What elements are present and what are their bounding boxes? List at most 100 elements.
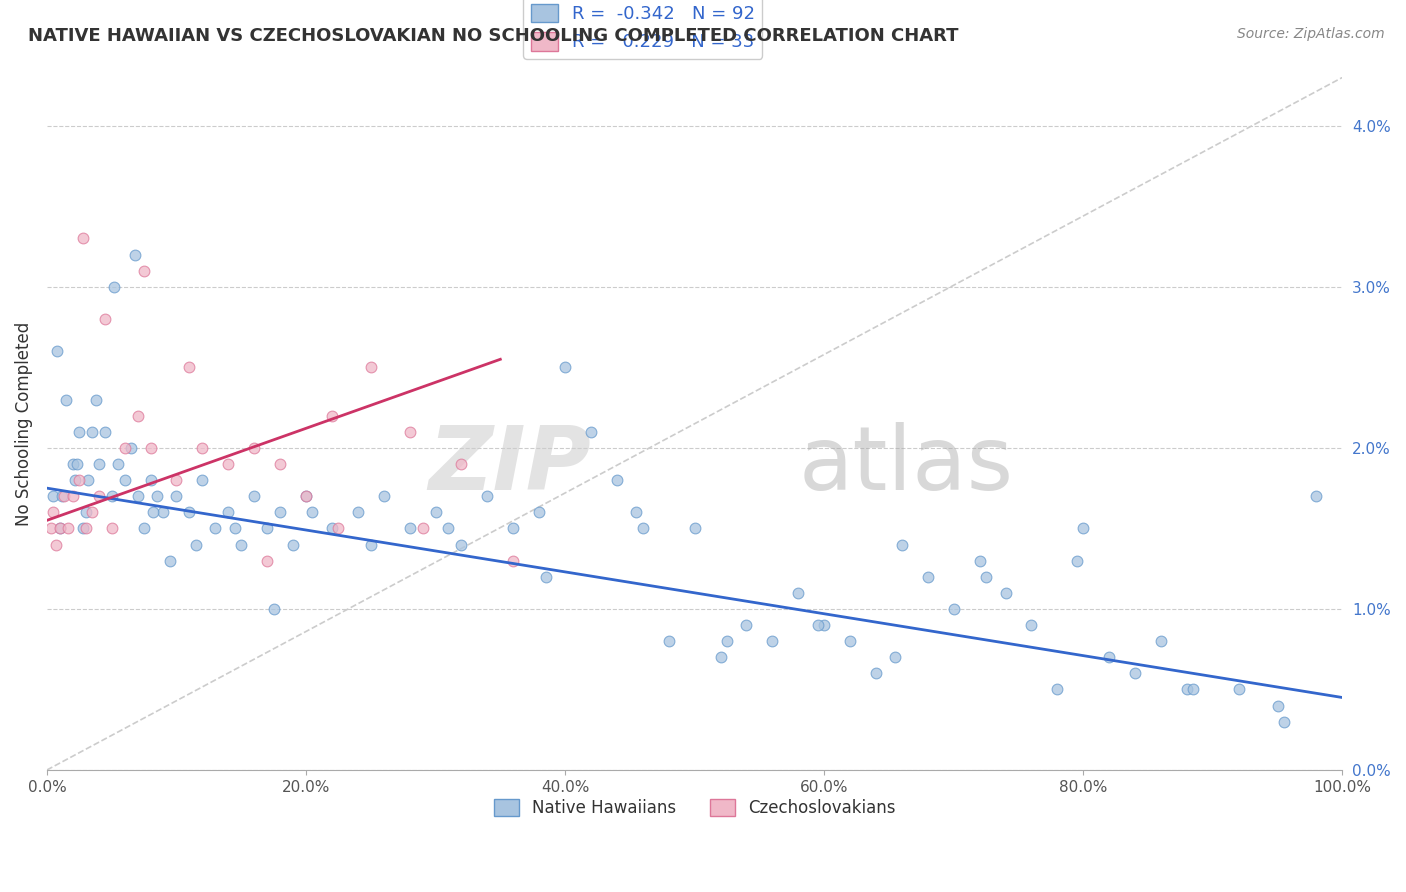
Point — [256, 553, 278, 567]
Point — [269, 505, 291, 519]
Point — [360, 360, 382, 375]
Point — [631, 521, 654, 535]
Point — [807, 618, 830, 632]
Point — [281, 537, 304, 551]
Point — [263, 602, 285, 616]
Point — [72, 231, 94, 245]
Point — [1272, 714, 1295, 729]
Point — [217, 505, 239, 519]
Point — [75, 521, 97, 535]
Point — [1305, 489, 1327, 503]
Point — [72, 521, 94, 535]
Point — [49, 521, 72, 535]
Point — [994, 586, 1017, 600]
Point — [114, 441, 136, 455]
Point — [45, 537, 67, 551]
Text: NATIVE HAWAIIAN VS CZECHOSLOVAKIAN NO SCHOOLING COMPLETED CORRELATION CHART: NATIVE HAWAIIAN VS CZECHOSLOVAKIAN NO SC… — [28, 27, 959, 45]
Point — [346, 505, 368, 519]
Point — [217, 457, 239, 471]
Point — [231, 537, 253, 551]
Point — [103, 280, 125, 294]
Point — [67, 473, 90, 487]
Point — [56, 521, 79, 535]
Point — [62, 457, 84, 471]
Point — [865, 666, 887, 681]
Point — [243, 489, 266, 503]
Point — [787, 586, 810, 600]
Point — [813, 618, 835, 632]
Point — [1182, 682, 1205, 697]
Point — [658, 634, 681, 648]
Point — [974, 570, 997, 584]
Point — [75, 505, 97, 519]
Point — [142, 505, 165, 519]
Point — [114, 473, 136, 487]
Point — [1150, 634, 1173, 648]
Point — [360, 537, 382, 551]
Text: Source: ZipAtlas.com: Source: ZipAtlas.com — [1237, 27, 1385, 41]
Point — [502, 521, 524, 535]
Point — [107, 457, 129, 471]
Point — [132, 521, 155, 535]
Point — [82, 505, 104, 519]
Point — [269, 457, 291, 471]
Point — [716, 634, 738, 648]
Point — [39, 521, 62, 535]
Point — [243, 441, 266, 455]
Point — [301, 505, 323, 519]
Point — [321, 409, 343, 423]
Point — [184, 537, 207, 551]
Point — [373, 489, 395, 503]
Point — [328, 521, 350, 535]
Point — [969, 553, 991, 567]
Point — [450, 537, 472, 551]
Point — [139, 473, 162, 487]
Point — [94, 312, 117, 326]
Point — [165, 473, 187, 487]
Point — [62, 489, 84, 503]
Point — [735, 618, 758, 632]
Point — [191, 441, 214, 455]
Point — [502, 553, 524, 567]
Point — [179, 360, 201, 375]
Point — [1098, 650, 1121, 665]
Point — [191, 473, 214, 487]
Point — [527, 505, 550, 519]
Point — [146, 489, 169, 503]
Point — [1123, 666, 1146, 681]
Point — [67, 425, 90, 439]
Point — [84, 392, 107, 407]
Point — [87, 489, 110, 503]
Text: atlas: atlas — [799, 422, 1014, 508]
Point — [1066, 553, 1088, 567]
Point — [917, 570, 939, 584]
Point — [534, 570, 557, 584]
Point — [579, 425, 602, 439]
Point — [132, 263, 155, 277]
Point — [839, 634, 862, 648]
Point — [450, 457, 472, 471]
Point — [224, 521, 246, 535]
Point — [51, 489, 73, 503]
Point — [884, 650, 907, 665]
Point — [159, 553, 181, 567]
Point — [709, 650, 731, 665]
Point — [683, 521, 706, 535]
Point — [1071, 521, 1094, 535]
Point — [412, 521, 434, 535]
Point — [77, 473, 100, 487]
Point — [49, 521, 72, 535]
Point — [152, 505, 174, 519]
Point — [52, 489, 75, 503]
Point — [890, 537, 912, 551]
Point — [1175, 682, 1198, 697]
Point — [606, 473, 628, 487]
Point — [124, 247, 146, 261]
Point — [120, 441, 142, 455]
Point — [398, 521, 420, 535]
Point — [87, 457, 110, 471]
Point — [1267, 698, 1289, 713]
Point — [1227, 682, 1250, 697]
Point — [626, 505, 648, 519]
Point — [127, 409, 149, 423]
